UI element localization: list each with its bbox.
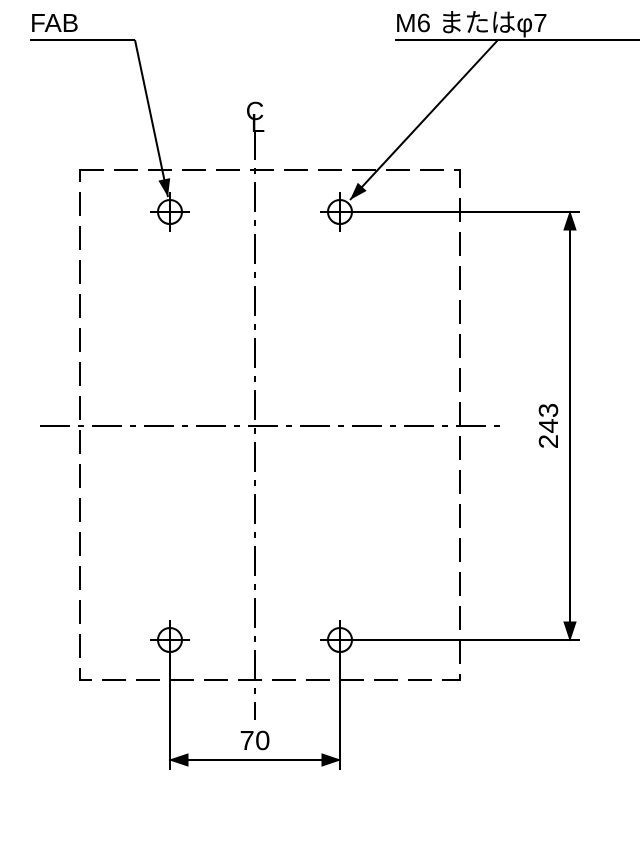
dim-vertical-label: 243 [533,403,564,450]
dim-horizontal-label: 70 [239,725,270,756]
hole-spec-leader [350,40,498,200]
fab-leader [135,40,168,197]
technical-drawing: CLFABM6 またはφ724370 [0,0,640,852]
hole-spec-label: M6 またはφ7 [395,8,548,38]
cl-symbol-l: L [251,108,265,138]
fab-label: FAB [30,8,79,38]
hole-top-left [150,192,190,232]
